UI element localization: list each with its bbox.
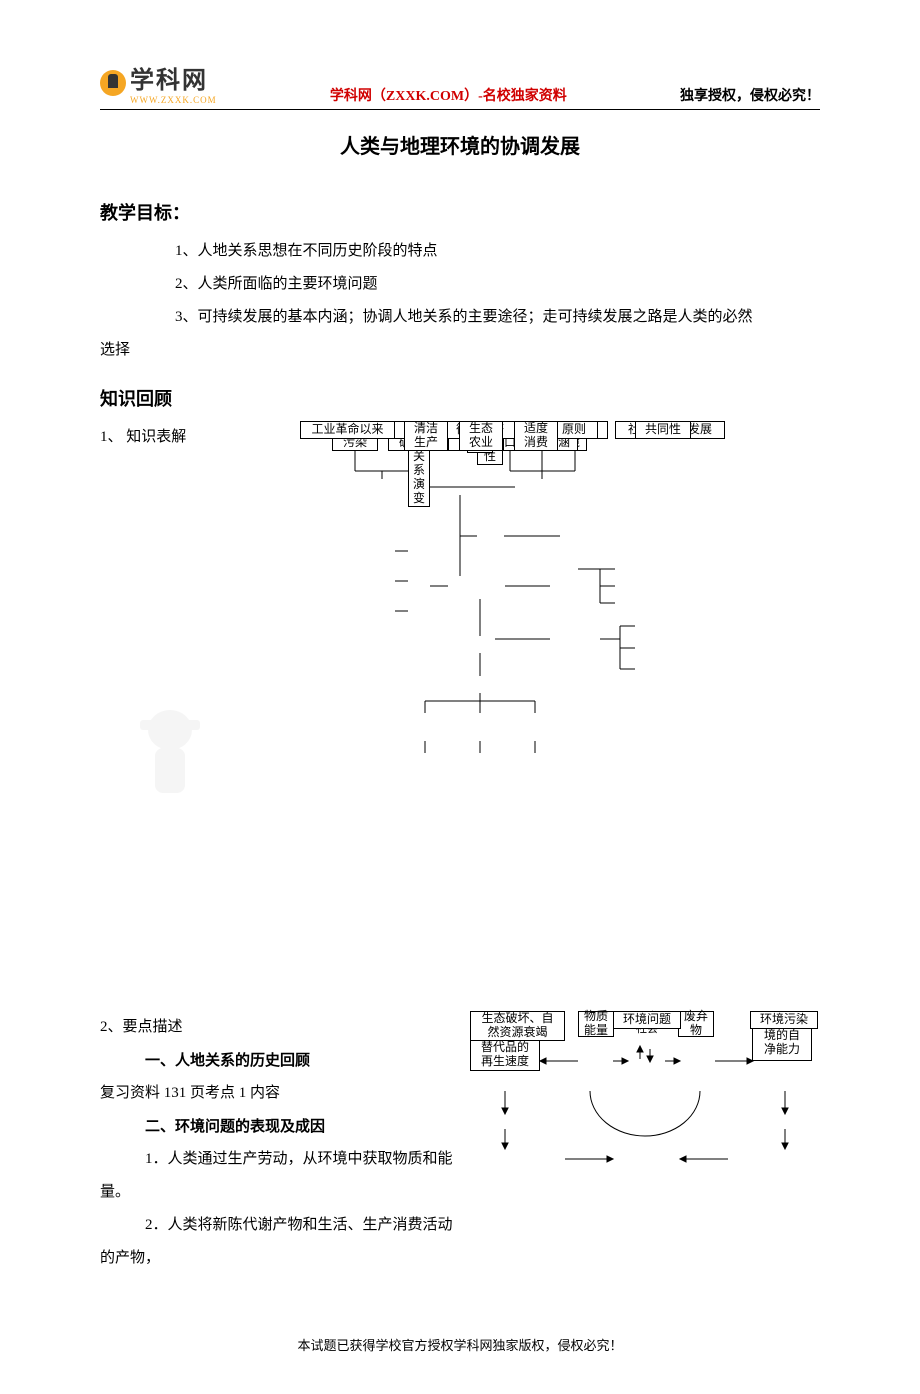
node-eco-agri: 生态农业 [459, 421, 503, 451]
para-2: 2．人类将新陈代谢产物和生活、生产消费活动的产物， [100, 1209, 460, 1275]
sub-heading-1: 一、人地关系的历史回顾 [100, 1044, 460, 1077]
node-material-energy: 物质能量 [578, 1011, 614, 1037]
header-right-text: 独享授权，侵权必究！ [680, 85, 820, 105]
knowledge-diagram: 环境污染 生态破坏 人口 资源 环境 世界 中国 必然性 概念 采集渔猎时代 农… [300, 421, 760, 821]
node-commonality: 共同性 [635, 421, 691, 439]
page-header: 学科网 WWW.ZXXK.COM 学科网（ZXXK.COM）-名校独家资料 独享… [100, 60, 820, 110]
logo-url: WWW.ZXXK.COM [130, 95, 217, 105]
node-env-problem: 环境问题 [613, 1011, 681, 1029]
goal-1: 1、人地关系思想在不同历史阶段的特点 [100, 235, 820, 268]
page-footer: 本试题已获得学校官方授权学科网独家版权，侵权必究！ [100, 1335, 820, 1354]
diagram-lines [300, 421, 760, 821]
node-industrial: 工业革命以来 [300, 421, 395, 439]
review-item-2: 2、要点描述 [100, 1011, 460, 1044]
sub-heading-2: 二、环境问题的表现及成因 [100, 1110, 460, 1143]
logo-block: 学科网 WWW.ZXXK.COM [100, 60, 217, 105]
doc-title: 人类与地理环境的协调发展 [100, 130, 820, 159]
goals-heading: 教学目标： [100, 199, 820, 225]
goal-3b: 选择 [100, 334, 820, 367]
review-heading: 知识回顾 [100, 385, 820, 411]
node-clean-prod: 清洁生产 [404, 421, 448, 451]
node-moderate: 适度消费 [514, 421, 558, 451]
ref-line: 复习资料 131 页考点 1 内容 [100, 1077, 460, 1110]
goal-2: 2、人类所面临的主要环境问题 [100, 268, 820, 301]
goal-3: 3、可持续发展的基本内涵；协调人地关系的主要途径；走可持续发展之路是人类的必然 [100, 301, 820, 334]
env-problem-diagram: 超过资源本身及其替代品的再生速度 超过环境的自净能力 环 境 环 境 物质能量 … [470, 1011, 820, 1181]
node-env-pollute: 环境污染 [750, 1011, 818, 1029]
node-eco-broken: 生态破坏、自然资源衰竭 [470, 1011, 565, 1041]
logo-icon [100, 70, 126, 96]
header-mid-text: 学科网（ZXXK.COM）-名校独家资料 [330, 85, 567, 105]
node-waste: 废弃物 [678, 1011, 714, 1037]
logo-text: 学科网 [130, 60, 217, 95]
review-item-1: 1、 知识表解 [100, 421, 280, 454]
watermark-icon [120, 700, 220, 825]
para-1: 1．人类通过生产劳动，从环境中获取物质和能量。 [100, 1143, 460, 1209]
